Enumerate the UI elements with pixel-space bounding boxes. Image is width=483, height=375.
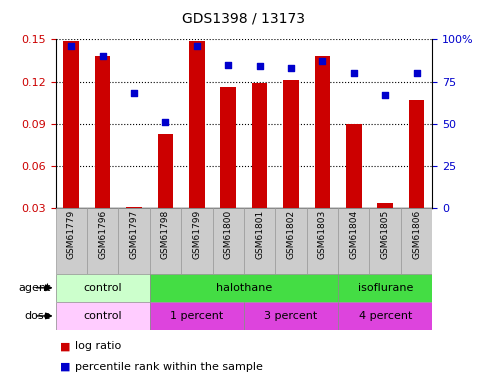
Text: GSM61796: GSM61796: [98, 210, 107, 260]
Text: GSM61800: GSM61800: [224, 210, 233, 260]
Text: GSM61801: GSM61801: [255, 210, 264, 260]
Bar: [338, 302, 432, 330]
Point: [412, 70, 420, 76]
Bar: [56, 302, 150, 330]
Bar: [63, 41, 79, 208]
Bar: [220, 87, 236, 208]
Bar: [369, 208, 401, 274]
Text: GDS1398 / 13173: GDS1398 / 13173: [183, 12, 305, 26]
Text: GSM61803: GSM61803: [318, 210, 327, 260]
Text: dose: dose: [24, 311, 51, 321]
Text: GSM61799: GSM61799: [192, 210, 201, 260]
Text: control: control: [84, 283, 122, 293]
Bar: [56, 274, 150, 302]
Text: GSM61779: GSM61779: [67, 210, 76, 260]
Bar: [126, 207, 142, 208]
Bar: [56, 208, 87, 274]
Text: GSM61804: GSM61804: [349, 210, 358, 259]
Text: ■: ■: [60, 362, 71, 372]
Bar: [87, 208, 118, 274]
Bar: [346, 124, 362, 208]
Text: 3 percent: 3 percent: [264, 311, 318, 321]
Point: [350, 70, 357, 76]
Bar: [409, 100, 425, 208]
Text: isoflurane: isoflurane: [357, 283, 413, 293]
Text: log ratio: log ratio: [75, 341, 121, 351]
Text: GSM61805: GSM61805: [381, 210, 390, 260]
Bar: [150, 208, 181, 274]
Bar: [157, 134, 173, 208]
Text: ■: ■: [60, 341, 71, 351]
Bar: [118, 208, 150, 274]
Text: GSM61797: GSM61797: [129, 210, 139, 260]
Point: [224, 62, 232, 68]
Point: [68, 43, 75, 49]
Bar: [150, 302, 244, 330]
Text: GSM61798: GSM61798: [161, 210, 170, 260]
Bar: [338, 274, 432, 302]
Text: 1 percent: 1 percent: [170, 311, 224, 321]
Bar: [244, 208, 275, 274]
Point: [256, 63, 264, 69]
Point: [161, 119, 170, 125]
Bar: [244, 302, 338, 330]
Bar: [275, 208, 307, 274]
Point: [382, 92, 389, 98]
Bar: [189, 41, 205, 208]
Text: halothane: halothane: [216, 283, 272, 293]
Bar: [150, 274, 338, 302]
Bar: [401, 208, 432, 274]
Bar: [307, 208, 338, 274]
Point: [287, 65, 295, 71]
Point: [193, 43, 201, 49]
Point: [319, 58, 327, 64]
Bar: [213, 208, 244, 274]
Bar: [377, 202, 393, 208]
Text: percentile rank within the sample: percentile rank within the sample: [75, 362, 263, 372]
Text: 4 percent: 4 percent: [358, 311, 412, 321]
Bar: [95, 56, 111, 208]
Text: agent: agent: [18, 283, 51, 293]
Point: [130, 90, 138, 96]
Bar: [252, 83, 268, 208]
Bar: [283, 80, 299, 208]
Bar: [314, 56, 330, 208]
Text: GSM61802: GSM61802: [286, 210, 296, 259]
Text: control: control: [84, 311, 122, 321]
Point: [99, 53, 107, 59]
Bar: [338, 208, 369, 274]
Bar: [181, 208, 213, 274]
Text: GSM61806: GSM61806: [412, 210, 421, 260]
